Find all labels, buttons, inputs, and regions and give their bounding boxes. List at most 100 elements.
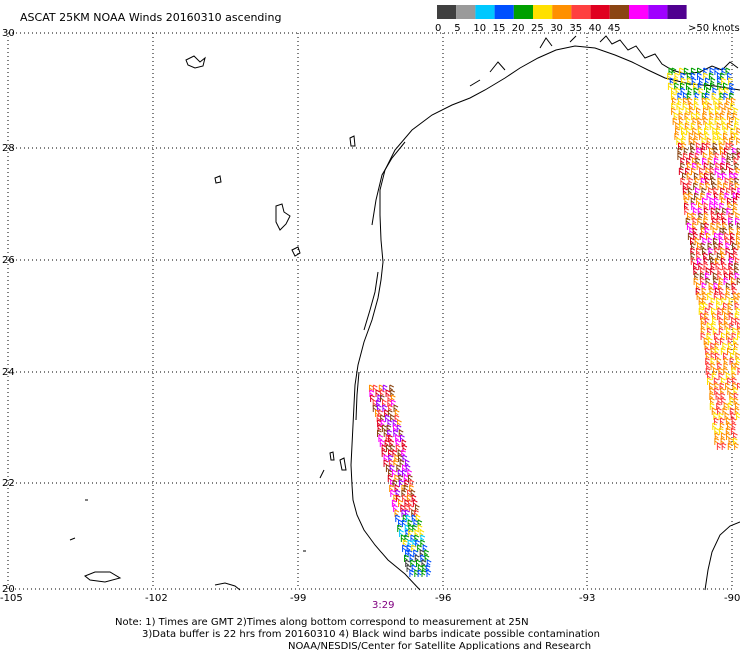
legend-label: 35	[569, 23, 582, 34]
wind-barb	[686, 127, 691, 135]
legend-swatch	[590, 5, 610, 19]
wind-barb	[697, 207, 703, 215]
wind-barb	[375, 389, 381, 397]
wind-barb	[715, 337, 720, 345]
wind-barb	[387, 474, 393, 482]
wind-barb	[707, 242, 713, 250]
wind-barb	[704, 342, 710, 350]
wind-barb	[729, 407, 735, 415]
wind-barb	[726, 122, 732, 130]
wind-barb	[699, 132, 704, 140]
wind-barb	[732, 437, 738, 445]
wind-barb	[697, 82, 703, 90]
wind-barb	[710, 267, 715, 275]
wind-barb	[379, 439, 385, 447]
wind-barb	[706, 232, 711, 240]
wind-barb	[720, 292, 725, 300]
wind-barb	[692, 227, 698, 235]
wind-barb	[703, 302, 708, 310]
wind-barb	[723, 92, 729, 100]
legend-label: 30	[550, 23, 563, 34]
wind-barb	[725, 417, 731, 425]
wind-barb	[421, 559, 427, 567]
wind-barb	[688, 137, 694, 145]
wind-barb	[395, 514, 400, 522]
wind-barb	[405, 559, 410, 567]
wind-barb	[409, 569, 415, 577]
wind-barb	[419, 549, 425, 557]
wind-barb	[411, 514, 417, 522]
wind-barb	[697, 72, 702, 80]
wind-barb	[712, 142, 718, 150]
wind-barb	[721, 297, 726, 305]
wind-barb	[679, 67, 684, 75]
wind-barb	[691, 112, 696, 120]
wind-barb	[726, 162, 731, 170]
wind-barb	[719, 192, 725, 200]
wind-barb	[719, 142, 724, 150]
wind-barb	[734, 302, 740, 310]
wind-barb	[699, 182, 705, 190]
wind-barb	[726, 432, 731, 440]
wind-barb	[722, 172, 727, 180]
wind-barb	[695, 157, 701, 165]
wind-barb	[381, 449, 387, 457]
wind-barb	[697, 217, 702, 225]
wind-barb	[725, 247, 731, 255]
wind-barb	[728, 262, 734, 270]
wind-barb	[724, 192, 730, 200]
wind-barb	[703, 337, 709, 345]
wind-barb	[719, 202, 725, 210]
wind-barb	[693, 87, 699, 95]
wind-barb	[401, 519, 407, 527]
wind-barb	[685, 167, 690, 175]
wind-barb	[715, 207, 721, 215]
longitude-label: -90	[724, 593, 740, 604]
coastline	[350, 45, 740, 591]
wind-barb	[415, 539, 420, 547]
wind-barb	[714, 107, 720, 115]
wind-barb	[675, 87, 681, 95]
wind-barb	[704, 272, 710, 280]
wind-barb	[716, 442, 722, 450]
wind-barb	[714, 167, 720, 175]
wind-barb	[714, 117, 720, 125]
wind-barb	[695, 112, 701, 120]
wind-barbs	[368, 67, 740, 577]
wind-barb	[703, 162, 709, 170]
wind-barb	[425, 564, 431, 572]
wind-barb	[399, 459, 405, 467]
wind-barb	[709, 402, 715, 410]
wind-barb	[679, 82, 685, 90]
wind-barb	[402, 544, 407, 552]
wind-barb	[706, 362, 711, 370]
wind-barb	[395, 444, 401, 452]
wind-speed-legend: 0 5 10 15 20 25 30 35 40 45	[435, 5, 687, 34]
wind-barb	[700, 332, 706, 340]
wind-barb	[693, 232, 698, 240]
wind-barb	[708, 282, 714, 290]
wind-barb	[703, 212, 709, 220]
longitude-label: -96	[435, 593, 451, 604]
latitude-label: 26	[2, 255, 15, 266]
wind-barb	[717, 182, 723, 190]
wind-barb	[676, 137, 682, 145]
wind-barb	[380, 419, 386, 427]
wind-barb	[682, 187, 688, 195]
wind-barb	[713, 292, 719, 300]
wind-barb	[733, 172, 739, 180]
wind-barb	[388, 459, 394, 467]
wind-barb	[729, 82, 735, 90]
wind-barb	[698, 262, 703, 270]
wind-barb	[696, 257, 702, 265]
wind-barb	[721, 167, 727, 175]
wind-barb	[735, 217, 740, 225]
wind-barb	[706, 192, 712, 200]
wind-barb	[370, 394, 375, 402]
wind-barb	[389, 384, 394, 392]
wind-barb	[382, 404, 388, 412]
wind-barb	[414, 554, 420, 562]
wind-barb	[691, 212, 697, 220]
wind-barb	[400, 434, 405, 442]
wind-barb	[392, 449, 398, 457]
